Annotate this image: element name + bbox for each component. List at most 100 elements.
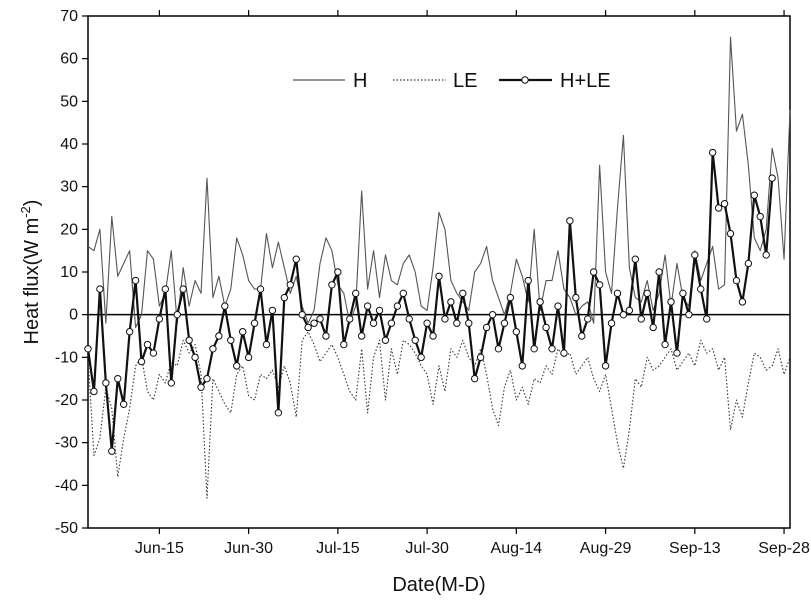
data-point-hle (102, 379, 110, 387)
x-tick-label: Sep-13 (669, 540, 721, 557)
y-tick-label: 50 (60, 93, 78, 110)
data-point-hle (298, 310, 306, 319)
x-tick-label: Jun-15 (135, 540, 184, 557)
y-tick-label: -30 (55, 435, 78, 452)
legend-marker-hle (521, 76, 529, 84)
data-point-hle (500, 319, 509, 327)
data-point-hle (375, 306, 384, 315)
data-point-hle (619, 310, 628, 319)
data-point-hle (125, 328, 134, 336)
data-point-hle (506, 293, 515, 302)
y-tick-label: 60 (60, 51, 78, 68)
data-point-hle (750, 191, 759, 199)
data-point-hle (482, 323, 491, 332)
y-axis-title-main: Heat flux(W m (21, 218, 43, 345)
y-tick-label: 30 (60, 179, 78, 196)
data-point-hle (363, 302, 372, 310)
data-point-hle (149, 349, 158, 357)
x-tick-label: Jul-15 (316, 540, 360, 557)
data-point-hle (625, 306, 634, 315)
y-tick-label: 10 (60, 264, 78, 281)
data-point-hle (114, 374, 122, 383)
data-point-hle (119, 400, 128, 408)
data-point-hle (459, 289, 467, 298)
data-point-hle (578, 332, 586, 340)
y-axis: -50 -40 -30 -20 -10 0 10 20 30 40 50 60 70 (55, 8, 88, 537)
data-point-hle (589, 268, 598, 276)
data-point-hle (304, 323, 312, 332)
x-tick-label: Sep-28 (758, 540, 810, 557)
data-point-hle (393, 302, 402, 310)
x-axis-title: Date(M-D) (392, 574, 485, 596)
data-point-hle (286, 281, 294, 289)
data-point-hle (667, 298, 675, 306)
data-point-hle (328, 281, 336, 289)
data-point-hle (762, 251, 770, 259)
data-point-hle (697, 285, 705, 293)
data-point-hle (280, 293, 289, 302)
data-point-hle (542, 323, 550, 332)
data-point-hle (381, 336, 390, 344)
data-point-hle (316, 315, 324, 323)
data-point-hle (661, 340, 669, 349)
data-point-hle (548, 345, 556, 353)
data-point-hle (322, 332, 330, 340)
data-point-hle (310, 319, 318, 327)
data-point-hle (524, 276, 532, 285)
data-point-hle (96, 285, 104, 293)
data-point-hle (215, 332, 223, 340)
y-axis-title-close: ) (21, 200, 43, 207)
data-point-hle (756, 212, 764, 221)
data-point-hle (155, 315, 164, 323)
data-point-hle (179, 285, 187, 293)
data-point-hle (738, 298, 747, 306)
y-axis-title: Heat flux(W m-2) (18, 200, 43, 345)
data-point-hle (137, 357, 146, 366)
data-point-hle (346, 315, 354, 323)
data-point-hle (536, 298, 544, 306)
data-point-hle (643, 289, 651, 298)
data-point-hle (161, 285, 170, 293)
data-point-hle (679, 289, 687, 298)
data-point-hle (417, 353, 425, 362)
data-point-hle (465, 319, 473, 327)
data-point-hle (703, 315, 711, 323)
data-point-hle (673, 349, 681, 357)
data-point-hle (238, 328, 247, 336)
data-point-hle (631, 255, 640, 263)
data-point-hle (369, 319, 378, 327)
data-point-hle (84, 345, 92, 353)
data-point-hle (470, 374, 479, 383)
data-point-hle (601, 362, 610, 370)
data-point-hle (227, 336, 235, 344)
data-point-hle (744, 259, 753, 268)
x-tick-label: Aug-14 (491, 540, 543, 557)
data-point-hle (108, 447, 116, 455)
data-point-hle (572, 293, 580, 302)
data-point-hle (90, 387, 98, 396)
data-point-hle (512, 328, 521, 336)
data-point-hle (595, 281, 604, 289)
data-point-hle (768, 174, 776, 182)
data-point-hle (256, 285, 265, 293)
data-point-hle (423, 319, 431, 327)
data-point-hle (435, 272, 443, 280)
data-point-hle (655, 268, 663, 276)
data-point-hle (274, 409, 283, 417)
data-point-hle (476, 353, 485, 362)
y-tick-label: 0 (69, 307, 78, 324)
plot-frame (87, 15, 791, 529)
data-point-hle (191, 353, 199, 362)
data-point-hle (185, 336, 193, 344)
data-point-hle (411, 336, 419, 344)
data-point-hle (708, 148, 717, 157)
data-point-hle (584, 315, 592, 323)
legend-label-h: H (353, 70, 367, 92)
data-point-hle (143, 340, 152, 349)
data-point-hle (292, 255, 300, 263)
data-point-hle (447, 298, 455, 306)
data-point-hle (405, 315, 413, 323)
data-point-hle (714, 204, 723, 212)
data-point-hle (209, 345, 217, 353)
